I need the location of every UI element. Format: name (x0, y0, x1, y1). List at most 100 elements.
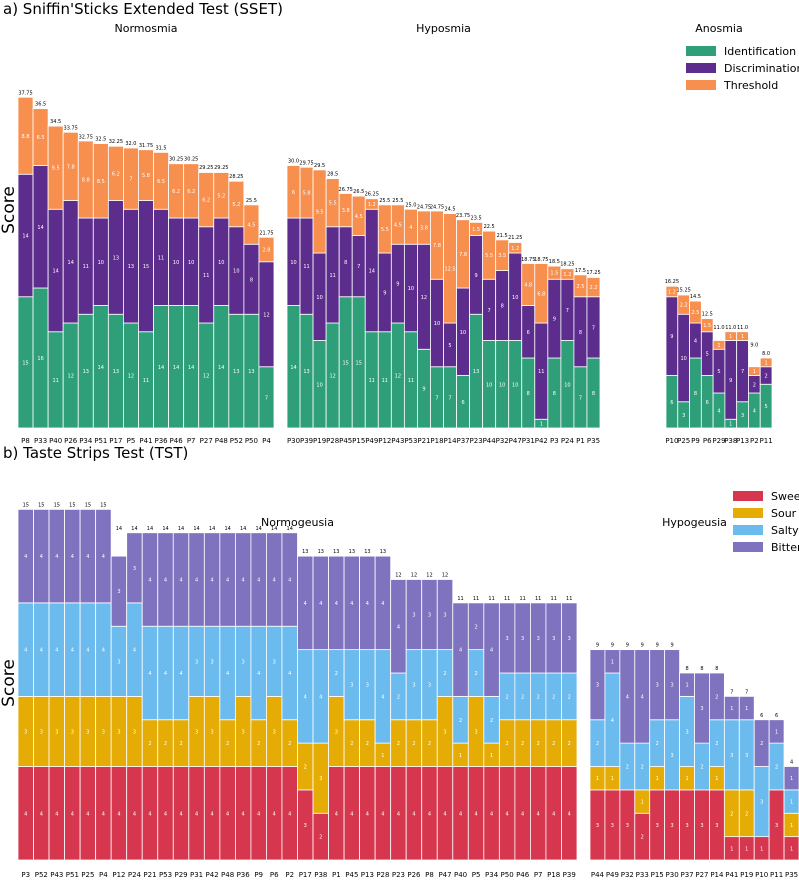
x-tick-label: P36 (154, 437, 168, 445)
bar-total-label: 14.5 (690, 294, 701, 300)
legend-label: Bitter (771, 541, 799, 554)
segment-value-label: 1 (765, 360, 768, 366)
panel-title: b) Taste Strips Test (TST) (3, 444, 188, 462)
x-tick-label: P33 (34, 437, 47, 445)
bar-total-label: 17.5 (575, 268, 586, 274)
segment-value-label: 1 (685, 683, 688, 689)
segment-value-label: 5 (765, 404, 768, 410)
bar-total-label: 21.75 (259, 231, 273, 237)
segment-value-label: 3 (242, 729, 245, 735)
bar-total-label: 11 (473, 596, 479, 602)
x-tick-label: P45 (339, 437, 352, 445)
x-tick-label: P37 (680, 871, 693, 879)
bar-total-label: 14 (287, 526, 293, 532)
segment-value-label: 2 (288, 741, 291, 747)
x-tick-label: P1 (332, 871, 341, 879)
segment-value-label: 1.2 (511, 246, 519, 252)
segment-value-label: 4 (71, 554, 74, 560)
segment-value-label: 4 (568, 811, 571, 817)
x-tick-label: P21 (417, 437, 430, 445)
bar-total-label: 14 (131, 526, 137, 532)
bar-segment-threshold (759, 357, 773, 368)
segment-value-label: 3 (102, 729, 105, 735)
segment-value-label: 9.5 (52, 166, 60, 172)
bar-total-label: 9 (596, 643, 599, 649)
segment-value-label: 3 (745, 753, 748, 759)
segment-value-label: 6.2 (187, 189, 195, 195)
x-tick-label: P42 (206, 871, 219, 879)
bar-segment-threshold (700, 318, 714, 333)
bar-total-label: 6 (760, 713, 763, 719)
segment-value-label: 10 (512, 382, 518, 388)
segment-value-label: 2 (626, 765, 629, 771)
segment-value-label: 4 (179, 811, 182, 817)
segment-value-label: 7 (129, 177, 132, 183)
legend-label: Salty (771, 524, 799, 537)
segment-value-label: 3 (133, 566, 136, 572)
segment-value-label: 13 (248, 369, 254, 375)
group-label: Normogeusia (261, 516, 334, 529)
segment-value-label: 3 (671, 683, 674, 689)
segment-value-label: 12.5 (444, 266, 455, 272)
bar-total-label: 12 (411, 573, 417, 579)
segment-value-label: 4 (164, 578, 167, 584)
segment-value-label: 11 (408, 378, 414, 384)
x-tick-label: P48 (215, 437, 228, 445)
bar-total-label: 13 (349, 549, 355, 555)
segment-value-label: 4 (319, 601, 322, 607)
x-tick-label: P39 (300, 437, 313, 445)
x-tick-label: P47 (509, 437, 522, 445)
segment-value-label: 4 (133, 648, 136, 654)
x-tick-label: P39 (563, 871, 576, 879)
segment-value-label: 4 (350, 811, 353, 817)
segment-value-label: 4 (626, 694, 629, 700)
segment-value-label: 4 (71, 811, 74, 817)
segment-value-label: 2.2 (680, 303, 688, 309)
segment-value-label: 3 (656, 823, 659, 829)
x-tick-label: P17 (109, 437, 122, 445)
segment-value-label: 14 (173, 365, 179, 371)
legend-swatch (733, 508, 763, 518)
segment-value-label: 9 (475, 273, 478, 279)
segment-value-label: 4 (179, 578, 182, 584)
segment-value-label: 4.5 (247, 223, 255, 229)
segment-value-label: 1.5 (472, 227, 480, 233)
segment-value-label: 4 (195, 578, 198, 584)
segment-value-label: 4 (474, 811, 477, 817)
segment-value-label: 1 (540, 422, 543, 428)
segment-value-label: 10 (486, 382, 492, 388)
x-tick-label: P5 (472, 871, 481, 879)
segment-value-label: 3 (715, 823, 718, 829)
segment-value-label: 11 (538, 369, 544, 375)
segment-value-label: 3 (685, 823, 688, 829)
segment-value-label: 4 (443, 811, 446, 817)
segment-value-label: 1 (741, 334, 744, 340)
segment-value-label: 4 (753, 409, 756, 415)
bar-total-label: 29.5 (314, 163, 325, 169)
segment-value-label: 4 (24, 811, 27, 817)
legend: Sweet Sour Salty Bitter (733, 490, 799, 554)
bar-total-label: 30.25 (169, 156, 183, 162)
segment-value-label: 3 (55, 729, 58, 735)
bar-total-label: 14 (240, 526, 246, 532)
segment-value-label: 6.2 (202, 198, 210, 204)
segment-value-label: 10 (218, 260, 224, 266)
bar-total-label: 13 (333, 549, 339, 555)
segment-value-label: 12 (263, 312, 269, 318)
segment-value-label: 4 (397, 624, 400, 630)
x-tick-label: P35 (587, 437, 600, 445)
segment-value-label: 8.8 (82, 178, 90, 184)
segment-value-label: 4 (381, 694, 384, 700)
x-tick-label: P9 (691, 437, 700, 445)
bar-total-label: 32.0 (125, 141, 136, 147)
x-tick-label: P10 (665, 437, 678, 445)
segment-value-label: 2 (552, 741, 555, 747)
segment-value-label: 3 (741, 413, 744, 419)
segment-value-label: 2 (568, 741, 571, 747)
segment-value-label: 7 (592, 325, 595, 331)
segment-value-label: 3 (304, 823, 307, 829)
segment-value-label: 4 (537, 811, 540, 817)
segment-value-label: 10 (499, 382, 505, 388)
x-tick-label: P2 (285, 871, 294, 879)
segment-value-label: 4 (40, 811, 43, 817)
